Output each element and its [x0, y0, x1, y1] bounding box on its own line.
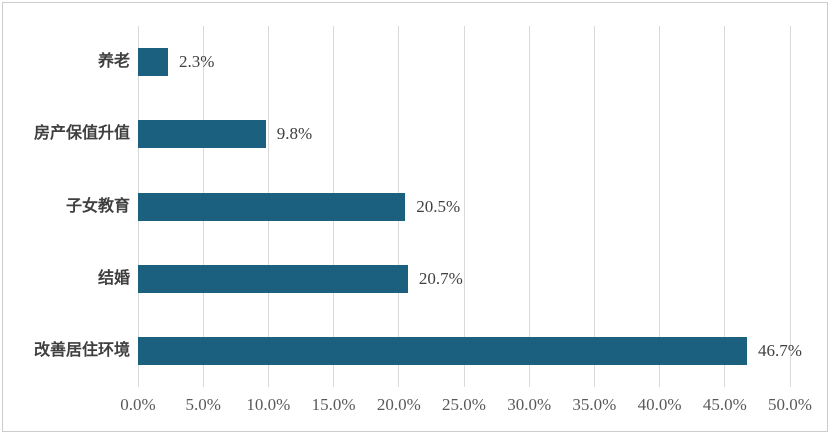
x-tick-label: 10.0%: [246, 395, 291, 414]
category-label: 养老: [97, 53, 130, 70]
x-tick-label: 30.0%: [507, 395, 552, 414]
gridline: [789, 26, 791, 387]
gridline: [463, 26, 465, 387]
bar-3: [138, 193, 406, 221]
x-axis-tick-labels: 0.0% 5.0% 10.0% 15.0% 20.0% 25.0% 30.0% 35.0% 40…: [120, 395, 812, 421]
y-axis-category-labels: 养老房产保值升值子女教育结婚改善居住环境: [3, 26, 130, 387]
bar-2: [138, 120, 266, 148]
x-tick-label: 35.0%: [572, 395, 617, 414]
category-label: 子女教育: [65, 198, 130, 215]
x-tick-label: 40.0%: [637, 395, 682, 414]
x-tick-label: 20.0%: [376, 395, 421, 414]
gridline: [593, 26, 595, 387]
bar-4: [138, 265, 408, 293]
plot-area: 2.3% 9.8% 20.5% 20.7% 46.7%: [137, 26, 802, 387]
value-label: 20.7%: [418, 269, 463, 288]
value-label: 46.7%: [758, 341, 802, 360]
x-tick-label: 50.0%: [768, 395, 812, 414]
value-label: 9.8%: [276, 124, 313, 143]
x-tick-label: 5.0%: [185, 395, 221, 414]
category-label: 房产保值升值: [33, 125, 130, 142]
x-tick-label: 15.0%: [311, 395, 356, 414]
x-tick-label: 45.0%: [702, 395, 747, 414]
gridline: [659, 26, 661, 387]
x-tick-label: 0.0%: [120, 395, 156, 414]
bar-5: [138, 337, 747, 365]
gridline: [724, 26, 726, 387]
value-label: 20.5%: [416, 197, 461, 216]
gridline: [528, 26, 530, 387]
value-label: 2.3%: [179, 52, 215, 71]
category-label: 结婚: [97, 270, 130, 287]
category-label: 改善居住环境: [33, 342, 130, 359]
bar-1: [138, 48, 168, 76]
x-tick-label: 25.0%: [442, 395, 486, 414]
